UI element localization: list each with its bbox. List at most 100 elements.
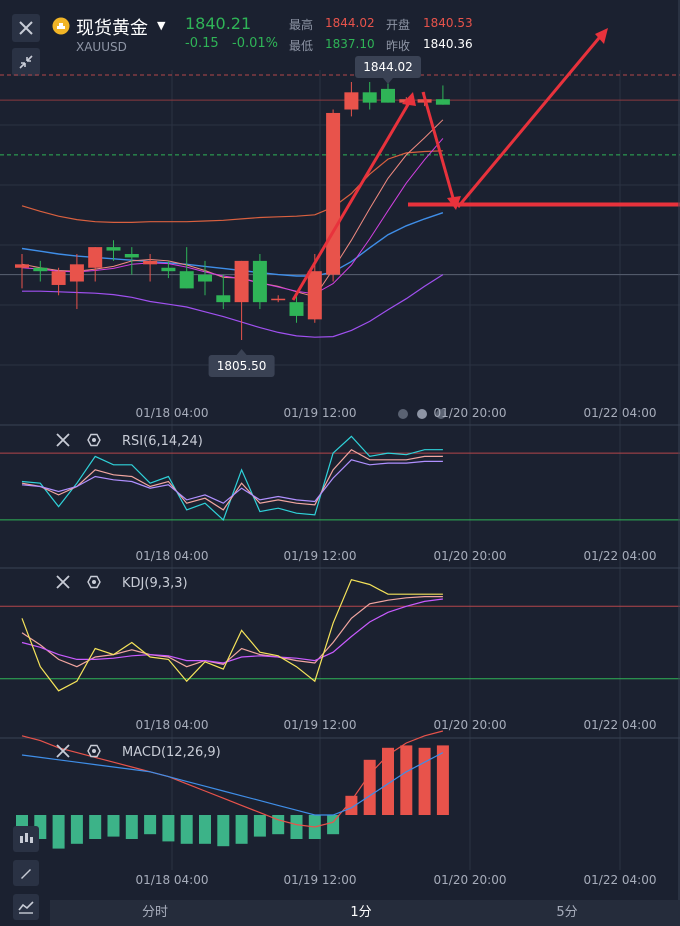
indicator-title: KDJ(9,3,3)	[122, 576, 188, 591]
macd-histogram-bar	[363, 759, 376, 815]
gold-coin-icon	[52, 17, 70, 39]
candle-body	[252, 260, 267, 303]
prev-close-value: 1840.36	[423, 37, 473, 51]
candle-body	[362, 92, 377, 103]
boll-mid-line	[21, 212, 444, 277]
x-tick-label: 01/18 04:00	[136, 718, 209, 732]
macd-histogram-bar	[107, 815, 120, 837]
candle-body	[161, 267, 176, 272]
prev-close-label: 昨收	[386, 39, 411, 53]
max-price-label: 1844.02	[363, 60, 413, 74]
low-value: 1837.10	[325, 37, 375, 51]
high-label: 最高	[289, 18, 314, 32]
indicator-title: MACD(12,26,9)	[122, 745, 221, 760]
candle-body	[344, 92, 359, 110]
chevron-down-icon[interactable]: ▼	[157, 19, 166, 32]
high-value: 1844.02	[325, 16, 375, 30]
scroll-indicator-dot	[417, 409, 427, 419]
close-icon	[19, 21, 33, 35]
candle-body	[289, 302, 304, 316]
candle-body	[69, 264, 84, 282]
x-tick-label: 01/22 04:00	[584, 549, 657, 563]
gear-icon-center	[92, 438, 96, 442]
macd-histogram-bar	[16, 815, 28, 830]
candle-body	[234, 260, 249, 303]
macd-histogram-bar	[144, 815, 157, 835]
instrument-name[interactable]: 现货黄金	[76, 18, 148, 39]
low-label: 最低	[289, 39, 314, 53]
macd-histogram-bar	[382, 747, 394, 815]
annotation-arrow-up	[291, 95, 415, 301]
x-tick-label: 01/19 12:00	[284, 549, 357, 563]
price-change-pct: -0.01%	[232, 36, 278, 51]
candle-body	[198, 274, 212, 282]
draw-tool-button[interactable]	[13, 860, 39, 886]
annotation-arrow-up	[456, 31, 606, 208]
candle-body	[124, 254, 139, 258]
candle-body	[326, 112, 341, 275]
macd-histogram-bar	[162, 815, 175, 842]
x-tick-label: 01/19 12:00	[284, 406, 357, 420]
x-tick-label: 01/22 04:00	[584, 873, 657, 887]
scroll-indicator-dot	[436, 409, 446, 419]
gear-icon	[87, 744, 101, 758]
max-label-pointer	[383, 78, 393, 84]
macd-histogram-bar	[235, 815, 248, 844]
open-value: 1840.53	[423, 16, 473, 30]
macd-histogram-bar	[70, 815, 83, 844]
candle-body	[15, 264, 29, 268]
x-tick-label: 01/20 20:00	[434, 549, 507, 563]
tab-5min[interactable]: 5分	[556, 905, 578, 920]
tab-1min[interactable]: 1分	[350, 905, 372, 920]
macd-histogram-bar	[217, 815, 230, 847]
close-icon	[56, 575, 70, 589]
close-icon	[56, 433, 70, 447]
macd-histogram-bar	[272, 815, 285, 835]
rsi-line-rsi24	[21, 459, 443, 504]
macd-histogram-bar	[125, 815, 138, 839]
indicator-title: RSI(6,14,24)	[122, 434, 203, 449]
open-label: 开盘	[386, 18, 411, 32]
indicator-header: KDJ(9,3,3)	[56, 575, 188, 591]
candle-body	[381, 88, 395, 103]
candle-type-button[interactable]	[13, 826, 39, 852]
kdj-line-k	[21, 595, 443, 668]
ma-line-a	[21, 119, 444, 298]
candle-body	[51, 271, 66, 285]
kdj-line-d	[21, 598, 443, 664]
collapse-icon	[19, 55, 33, 69]
x-tick-label: 01/22 04:00	[584, 406, 657, 420]
macd-dea-line	[21, 752, 444, 816]
indicator-header: MACD(12,26,9)	[56, 744, 221, 760]
min-price-label: 1805.50	[217, 359, 267, 373]
rsi-line-rsi14	[21, 448, 443, 511]
boll-upper-line	[21, 150, 443, 223]
min-price-label-bg	[208, 355, 275, 377]
candle-body	[435, 99, 450, 105]
macd-histogram-bar	[327, 815, 340, 835]
macd-histogram-bar	[52, 815, 65, 849]
annotation-arrowhead	[595, 28, 608, 44]
instrument-symbol: XAUUSD	[76, 40, 127, 54]
candle-body	[88, 247, 103, 268]
x-tick-label: 01/22 04:00	[584, 718, 657, 732]
annotation-arrowhead	[402, 92, 416, 106]
macd-histogram-bar	[180, 815, 193, 844]
tab-timeshare[interactable]: 分时	[141, 905, 168, 920]
close-button[interactable]	[12, 14, 40, 42]
last-price: 1840.21	[185, 14, 252, 33]
indicator-button[interactable]	[13, 894, 39, 920]
rsi-line-rsi6	[21, 435, 443, 521]
collapse-button[interactable]	[12, 48, 40, 76]
macd-histogram-bar	[345, 795, 358, 815]
candlestick-icon	[20, 833, 33, 843]
indicator-header: RSI(6,14,24)	[56, 433, 203, 449]
close-icon	[56, 744, 70, 758]
gear-icon-center	[92, 580, 96, 584]
macd-dif-line	[21, 730, 444, 828]
kdj-line-j	[21, 578, 443, 692]
x-tick-label: 01/20 20:00	[434, 873, 507, 887]
macd-histogram-bar	[418, 747, 431, 815]
